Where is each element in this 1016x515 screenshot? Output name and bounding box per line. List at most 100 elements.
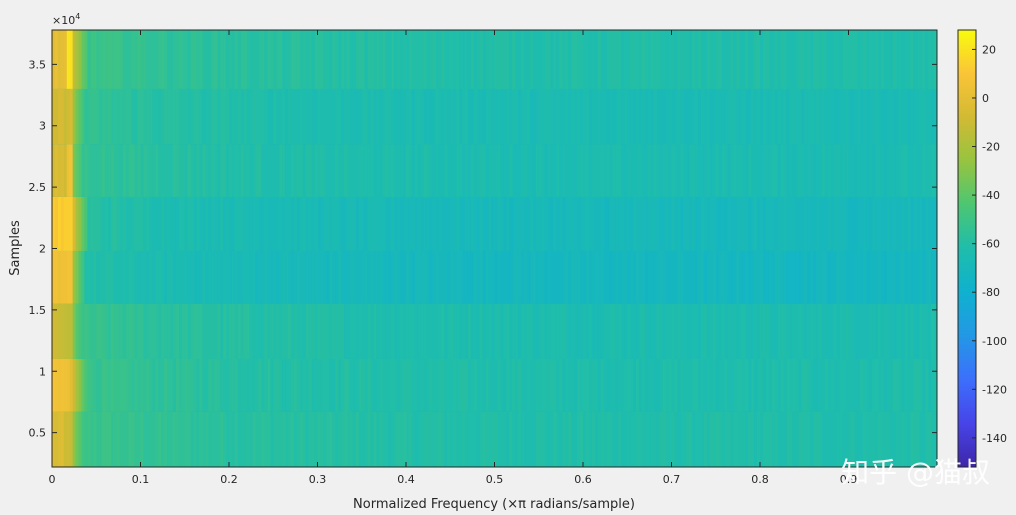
heatmap-cell xyxy=(441,30,445,89)
heatmap-cell xyxy=(683,30,687,89)
heatmap-cell xyxy=(491,303,495,359)
heatmap-cell xyxy=(279,250,283,304)
heatmap-cell xyxy=(765,196,770,251)
heatmap-cell xyxy=(394,250,398,304)
heatmap-cell xyxy=(644,358,649,412)
heatmap-cell xyxy=(429,88,433,145)
heatmap-cell xyxy=(765,144,770,197)
heatmap-cell xyxy=(382,144,386,197)
heatmap-cell xyxy=(293,250,298,304)
heatmap-cell xyxy=(205,358,209,412)
heatmap-cell xyxy=(836,196,841,251)
heatmap-cell xyxy=(52,250,56,304)
heatmap-cell xyxy=(580,303,584,359)
heatmap-cell xyxy=(827,411,832,467)
heatmap-cell xyxy=(134,88,138,145)
heatmap-cell xyxy=(857,30,861,89)
heatmap-cell xyxy=(491,30,495,89)
heatmap-cell xyxy=(677,303,681,359)
heatmap-cell xyxy=(264,303,268,359)
heatmap-cell xyxy=(423,196,428,251)
heatmap-cell xyxy=(90,358,94,412)
heatmap-cell xyxy=(155,358,159,412)
heatmap-cell xyxy=(609,30,613,89)
heatmap-cell xyxy=(344,250,348,304)
heatmap-cell xyxy=(819,30,823,89)
heatmap-cell xyxy=(302,303,307,359)
heatmap-cell xyxy=(869,250,873,304)
heatmap-cell xyxy=(860,358,864,412)
heatmap-cell xyxy=(503,411,507,467)
heatmap-cell xyxy=(698,30,702,89)
heatmap-cell xyxy=(792,196,796,251)
heatmap-cell xyxy=(883,411,888,467)
heatmap-cell xyxy=(712,88,717,145)
heatmap-cell xyxy=(137,196,141,251)
heatmap-cell xyxy=(453,196,457,251)
heatmap-cell xyxy=(255,30,259,89)
heatmap-cell xyxy=(406,358,410,412)
heatmap-cell xyxy=(122,358,127,412)
heatmap-cell xyxy=(701,358,705,412)
heatmap-cell xyxy=(78,196,82,251)
heatmap-cell xyxy=(69,358,74,412)
heatmap-cell xyxy=(491,411,495,467)
heatmap-cell xyxy=(636,144,640,197)
heatmap-cell xyxy=(361,358,366,412)
heatmap-cell xyxy=(246,250,251,304)
heatmap-cell xyxy=(420,196,425,251)
heatmap-cell xyxy=(382,358,386,412)
heatmap-cell xyxy=(341,30,345,89)
heatmap-cell xyxy=(344,196,348,251)
heatmap-cell xyxy=(93,250,97,304)
heatmap-cell xyxy=(612,303,616,359)
heatmap-cell xyxy=(689,88,693,145)
heatmap-cell xyxy=(562,250,566,304)
heatmap-cell xyxy=(892,88,897,145)
heatmap-cell xyxy=(521,358,525,412)
heatmap-cell xyxy=(509,30,513,89)
heatmap-cell xyxy=(311,196,315,251)
heatmap-cell xyxy=(889,144,894,197)
heatmap-cell xyxy=(724,358,728,412)
heatmap-cell xyxy=(411,88,416,145)
heatmap-cell xyxy=(866,30,870,89)
heatmap-cell xyxy=(647,358,652,412)
heatmap-cell xyxy=(479,358,484,412)
heatmap-cell xyxy=(813,411,817,467)
heatmap-cell xyxy=(577,30,581,89)
heatmap-cell xyxy=(768,303,773,359)
heatmap-cell xyxy=(211,144,215,197)
heatmap-cell xyxy=(279,411,283,467)
heatmap-cell xyxy=(178,88,183,145)
heatmap-cell xyxy=(323,196,327,251)
heatmap-cell xyxy=(845,358,849,412)
heatmap-cell xyxy=(270,358,274,412)
heatmap-cell xyxy=(813,30,817,89)
heatmap-cell xyxy=(332,30,336,89)
heatmap-cell xyxy=(69,303,74,359)
heatmap-cell xyxy=(279,30,283,89)
heatmap-cell xyxy=(397,250,401,304)
heatmap-cell xyxy=(279,196,283,251)
heatmap-cell xyxy=(125,30,130,89)
heatmap-cell xyxy=(128,303,133,359)
heatmap-cell xyxy=(105,88,109,145)
heatmap-cell xyxy=(904,411,908,467)
heatmap-cell xyxy=(730,303,734,359)
heatmap-cell xyxy=(296,358,301,412)
heatmap-cell xyxy=(718,30,723,89)
heatmap-cell xyxy=(777,358,782,412)
heatmap-cell xyxy=(119,30,124,89)
heatmap-cell xyxy=(780,88,784,145)
heatmap-cell xyxy=(255,358,259,412)
heatmap-cell xyxy=(243,358,248,412)
heatmap-cell xyxy=(577,411,581,467)
heatmap-cell xyxy=(308,88,312,145)
heatmap-cell xyxy=(783,358,787,412)
heatmap-cell xyxy=(748,358,752,412)
heatmap-cell xyxy=(202,196,206,251)
heatmap-cell xyxy=(742,30,746,89)
heatmap-cell xyxy=(680,196,684,251)
